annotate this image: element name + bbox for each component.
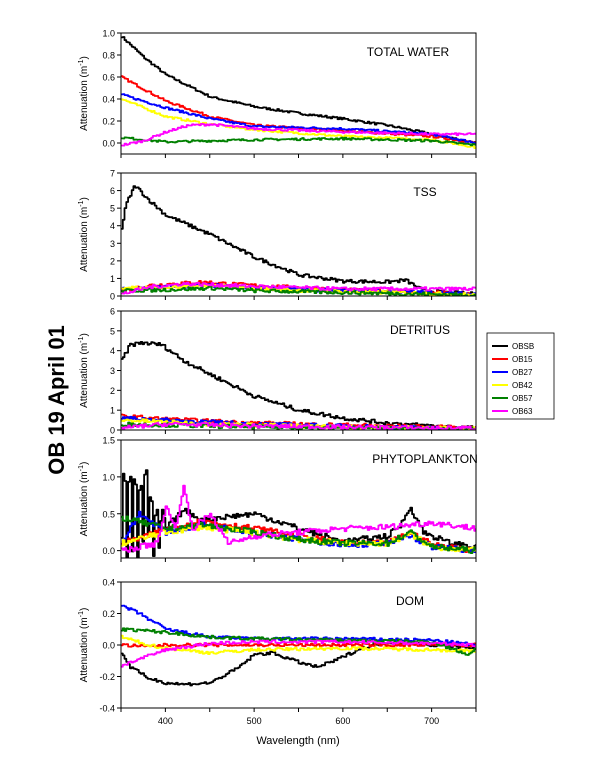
panel-detritus-ytick-label: 5 [110,326,115,336]
panel-total-water: 0.0 0.2 0.4 0.6 0.8 1.0 Attenuation (m-1) TOTAL… [78,29,477,158]
panel-tss-title: TSS [413,185,436,199]
panel-detritus-ytick-label: 1 [110,406,115,416]
panel-total-water-series [121,36,476,150]
legend-item-ob27: OB27 [492,368,533,377]
x-tick-label: 500 [247,716,262,726]
panel-dom-line-ob63 [121,639,476,668]
panel-total-water-ytick-label: 0.0 [102,139,115,149]
panel-dom-ytick-label: 0.2 [102,609,115,619]
panel-detritus-ytick-label: 3 [110,366,115,376]
panel-tss-ytick-label: 6 [110,186,115,196]
legend-label: OB27 [512,368,533,377]
legend-item-ob57: OB57 [492,394,533,403]
panel-detritus-ytick-label: 4 [110,346,115,356]
panel-phytoplankton: 0.0 0.5 1.0 1.5 Attenuation (m-1) PHYTOPLANKT… [78,436,478,562]
panel-total-water-ylabel: Attenuation (m-1) [78,56,90,131]
panel-phytoplankton-title: PHYTOPLANKTON [372,452,478,466]
panel-dom-line-ob42 [121,634,476,655]
panel-tss-series [121,185,476,296]
legend-item-ob63: OB63 [492,407,533,416]
panel-tss-line-ob57 [121,285,476,296]
legend-item-ob15: OB15 [492,355,533,364]
panel-dom-ytick-label: 0.4 [102,578,115,588]
panel-total-water-title: TOTAL WATER [367,45,450,59]
panel-dom-title: DOM [396,594,424,608]
panel-tss-ytick-label: 7 [110,169,115,179]
x-tick-label: 400 [158,716,173,726]
panel-phytoplankton-ytick-label: 1.5 [102,436,115,446]
panel-dom-ytick-label: -0.4 [99,704,115,714]
legend-label: OB15 [512,355,533,364]
panel-total-water-ytick-label: 0.8 [102,51,115,61]
legend: OBSB OB15 OB27 OB42 OB57 OB63 [486,332,555,420]
panel-phytoplankton-line-ob57 [121,515,476,554]
panel-total-water-ytick-label: 0.6 [102,73,115,83]
x-tick-label: 600 [335,716,350,726]
panels: 0.0 0.2 0.4 0.6 0.8 1.0 Attenuation (m-1) TOTAL… [78,29,478,727]
panel-dom-line-ob15 [121,642,476,648]
panel-dom-ylabel: Attenuation (m-1) [78,608,90,683]
panel-detritus-ytick-label: 0 [110,426,115,436]
legend-label: OB42 [512,381,533,390]
panel-tss-ytick-label: 5 [110,204,115,214]
panel-detritus: 0 1 2 3 4 5 6 Attenuation (m-1) DETRITUS [78,307,477,436]
x-tick-label: 700 [424,716,439,726]
panel-total-water-ytick-label: 0.4 [102,95,115,105]
panel-tss-ytick-label: 2 [110,256,115,266]
panel-detritus-ytick-label: 2 [110,386,115,396]
panel-detritus-line-ob63 [121,421,476,430]
panel-tss: 0 1 2 3 4 5 6 7 Attenuation (m-1) TSS [78,169,477,302]
panel-tss-ytick-label: 4 [110,221,115,231]
legend-label: OBSB [512,342,534,351]
panel-detritus-ytick-label: 6 [110,307,115,317]
x-tick-labels: 400 500 600 700 [158,716,439,726]
panel-dom-ytick-label: -0.2 [99,672,115,682]
panel-total-water-line-ob63 [121,123,476,147]
panel-total-water-ytick-label: 1.0 [102,29,115,39]
panel-detritus-line-obsb [121,340,476,430]
panel-total-water-line-ob57 [121,136,476,147]
panel-phytoplankton-line-ob63 [121,484,476,553]
legend-label: OB57 [512,394,533,403]
panel-tss-ytick-label: 0 [110,292,115,302]
panel-total-water-line-obsb [121,36,476,145]
panel-dom-ytick-label: 0.0 [102,641,115,651]
panel-phytoplankton-line-obsb [121,469,476,558]
panel-total-water-ytick-label: 0.2 [102,117,115,127]
panel-detritus-ylabel: Attenuation (m-1) [78,333,90,408]
panel-tss-line-obsb [121,185,476,296]
legend-label: OB63 [512,407,533,416]
legend-item-obsb: OBSB [492,342,534,351]
panel-phytoplankton-ytick-label: 0.5 [102,509,115,519]
panel-phytoplankton-ytick-label: 1.0 [102,472,115,482]
panel-tss-ytick-label: 1 [110,274,115,284]
figure-side-title: OB 19 April 01 [44,325,69,475]
panel-dom-series [121,604,476,687]
panel-tss-ytick-label: 3 [110,239,115,249]
panel-tss-line-ob63 [121,281,476,295]
panel-detritus-series [121,340,476,430]
legend-frame [486,332,555,420]
legend-item-ob42: OB42 [492,381,533,390]
panel-tss-ylabel: Attenuation (m-1) [78,197,90,272]
panel-phytoplankton-ylabel: Attenuation (m-1) [78,462,90,537]
x-axis-label: Wavelength (nm) [256,735,339,747]
panel-phytoplankton-series [121,469,476,558]
panel-dom: -0.4 -0.2 0.0 0.2 0.4 Attenuation (m-1) DOM [78,578,477,714]
panel-detritus-title: DETRITUS [390,323,450,337]
panel-phytoplankton-ytick-label: 0.0 [102,546,115,556]
